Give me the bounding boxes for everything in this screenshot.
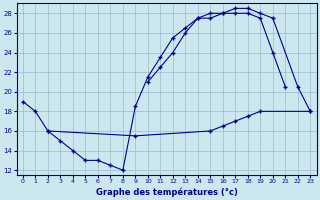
X-axis label: Graphe des températures (°c): Graphe des températures (°c): [96, 187, 237, 197]
